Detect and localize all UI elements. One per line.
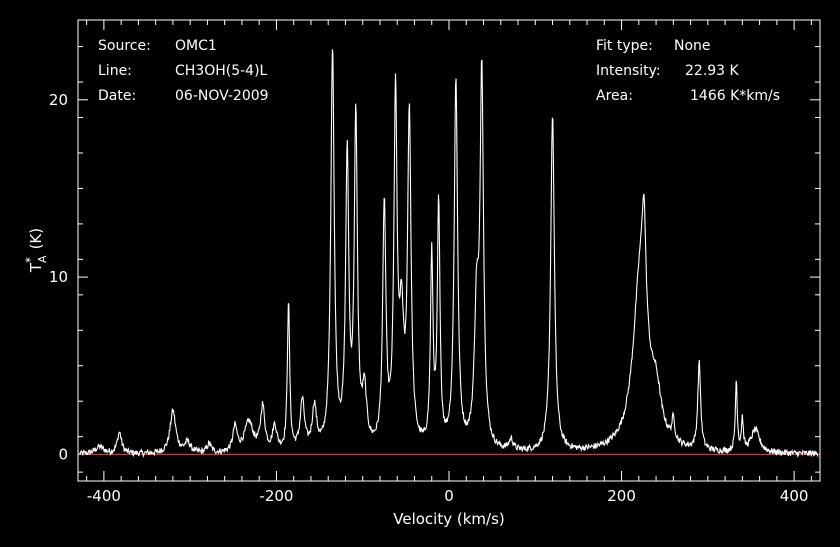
x-tick-label: 200 bbox=[607, 487, 636, 505]
y-axis-label-main: T bbox=[27, 262, 45, 273]
y-tick-label: 0 bbox=[58, 445, 68, 463]
x-tick-label: 400 bbox=[780, 487, 809, 505]
x-tick-label: 0 bbox=[444, 487, 454, 505]
fit-type-label: Fit type: bbox=[596, 38, 653, 54]
intensity-label: Intensity: bbox=[596, 63, 661, 79]
source-label: Source: bbox=[98, 38, 151, 54]
y-tick-label: 20 bbox=[49, 91, 68, 109]
y-axis-label: T*A (K) bbox=[23, 228, 49, 273]
y-axis-label-sub: A bbox=[36, 255, 49, 263]
line-label: Line: bbox=[98, 63, 132, 79]
area-label: Area: bbox=[596, 88, 633, 104]
x-tick-label: -200 bbox=[259, 487, 293, 505]
line-value: CH3OH(5-4)L bbox=[175, 63, 268, 79]
intensity-value: 22.93 K bbox=[685, 63, 740, 79]
axis-ticks: -400 -200 0 200 400 0 10 20 bbox=[49, 20, 820, 505]
x-axis-label: Velocity (km/s) bbox=[393, 510, 504, 528]
fit-type-value: None bbox=[674, 38, 711, 54]
y-axis-label-unit: (K) bbox=[27, 228, 45, 250]
date-label: Date: bbox=[98, 88, 136, 104]
y-axis-label-super: * bbox=[23, 257, 37, 263]
svg-text:T*A(K): T*A (K) bbox=[23, 228, 49, 273]
area-value: 1466 K*km/s bbox=[690, 88, 780, 104]
date-value: 06-NOV-2009 bbox=[175, 88, 269, 104]
y-tick-label: 10 bbox=[49, 268, 68, 286]
source-value: OMC1 bbox=[175, 38, 217, 54]
x-tick-label: -400 bbox=[87, 487, 121, 505]
spectrum-line bbox=[79, 49, 819, 458]
